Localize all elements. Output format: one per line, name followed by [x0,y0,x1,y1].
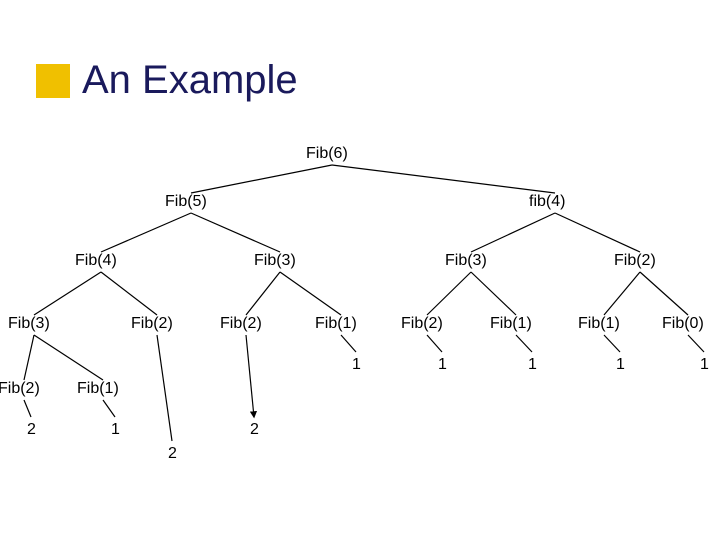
result-value: 2 [27,421,36,439]
tree-node: Fib(3) [445,252,487,270]
tree-node: Fib(1) [578,315,620,333]
result-value: 1 [438,356,447,374]
tree-node: Fib(5) [165,193,207,211]
tree-node: Fib(2) [220,315,262,333]
tree-node: Fib(3) [254,252,296,270]
slide-title-block: An Example [36,58,298,103]
result-value: 1 [700,356,709,374]
title-accent-square [36,64,70,98]
slide-title: An Example [82,58,298,103]
tree-node: Fib(2) [401,315,443,333]
tree-node: Fib(2) [0,380,40,398]
result-value: 1 [352,356,361,374]
tree-node: Fib(2) [131,315,173,333]
result-value: 2 [168,445,177,463]
tree-node: fib(4) [529,193,565,211]
tree-node: Fib(1) [77,380,119,398]
result-value: 2 [250,421,259,439]
result-value: 1 [616,356,625,374]
tree-node: Fib(1) [315,315,357,333]
result-value: 1 [111,421,120,439]
tree-node: Fib(0) [662,315,704,333]
tree-node: Fib(6) [306,145,348,163]
tree-node: Fib(1) [490,315,532,333]
result-value: 1 [528,356,537,374]
tree-node: Fib(3) [8,315,50,333]
tree-node: Fib(4) [75,252,117,270]
tree-node: Fib(2) [614,252,656,270]
